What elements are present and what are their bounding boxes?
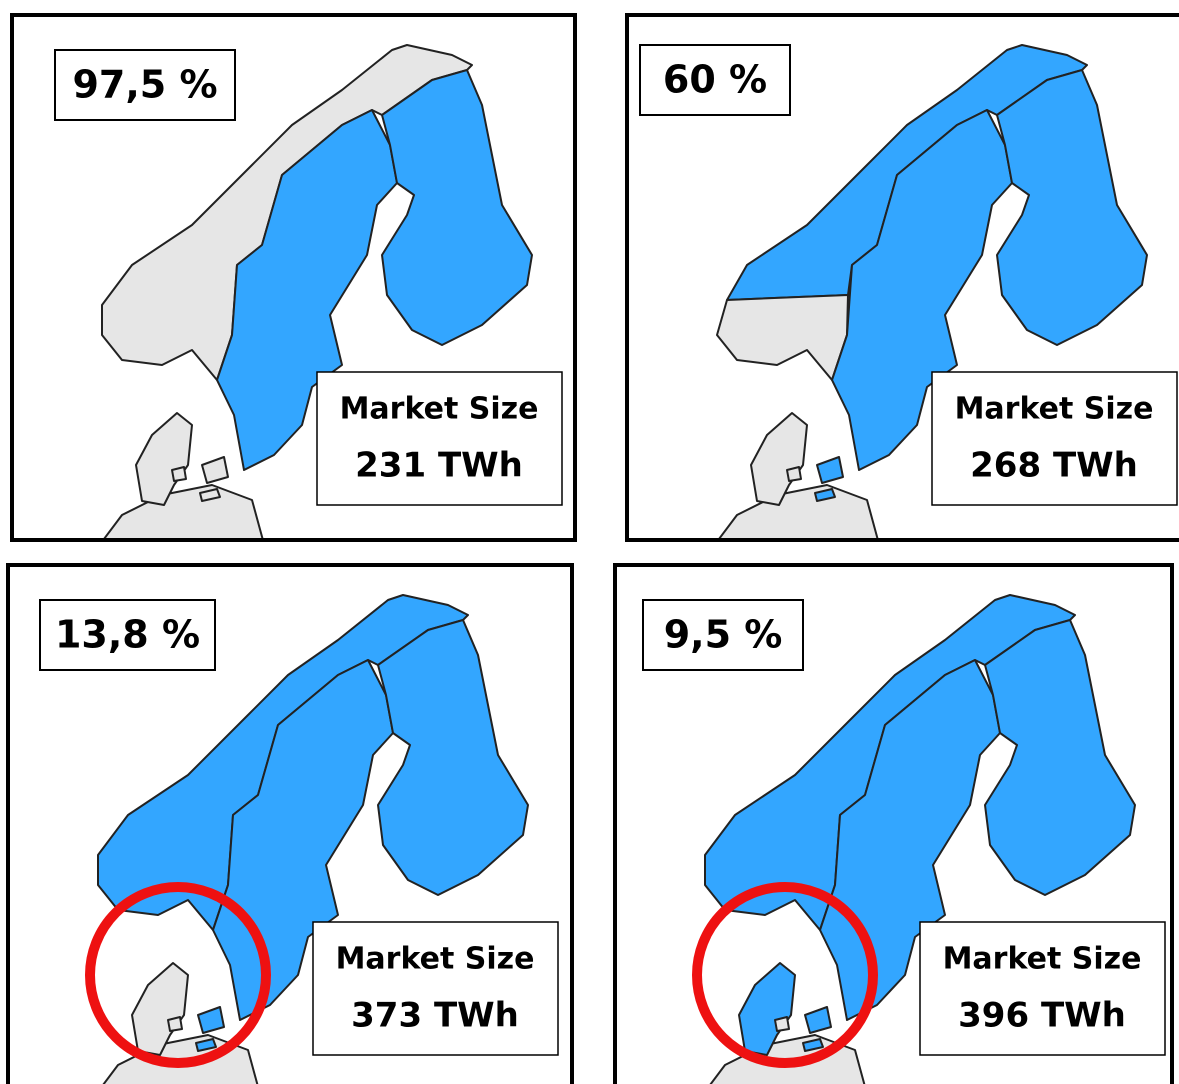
denmark [750, 412, 808, 506]
germany [718, 484, 879, 538]
market-box [316, 371, 563, 506]
denmark [135, 412, 193, 506]
map-panel: 13,8 % Market Size 373 TWh [6, 563, 574, 1084]
percent-label: 9,5 % [664, 613, 783, 657]
island3 [199, 488, 221, 502]
market-box [931, 371, 1178, 506]
finland [377, 619, 529, 896]
map-panel: 97,5 % Market Size 231 TWh [10, 13, 577, 542]
island2 [167, 1016, 183, 1032]
germany [103, 484, 264, 538]
map [716, 44, 1148, 538]
island2 [774, 1016, 790, 1032]
map-panel: 60 % Market Size 268 TWh [625, 13, 1179, 542]
island3 [814, 488, 836, 502]
map [692, 594, 1136, 1084]
island1 [201, 456, 229, 484]
percent-label: 97,5 % [72, 63, 217, 107]
highlight-circle [85, 882, 271, 1068]
island1 [804, 1006, 832, 1034]
percent-box [39, 599, 216, 671]
finland [984, 619, 1136, 896]
market-label: Market Size [943, 942, 1142, 977]
island2 [786, 466, 802, 482]
island2 [171, 466, 187, 482]
market-value: 231 TWh [355, 446, 523, 486]
finland [381, 69, 533, 346]
map [101, 44, 533, 538]
island3 [802, 1038, 824, 1052]
market-value: 396 TWh [958, 996, 1126, 1036]
market-value: 268 TWh [970, 446, 1138, 486]
market-label: Market Size [336, 942, 535, 977]
percent-box [639, 44, 791, 116]
map [85, 594, 529, 1084]
market-label: Market Size [955, 392, 1154, 427]
island1 [197, 1006, 225, 1034]
market-value: 373 TWh [351, 996, 519, 1036]
percent-box [642, 599, 804, 671]
percent-box [54, 49, 236, 121]
island3 [195, 1038, 217, 1052]
denmark [738, 962, 796, 1056]
norwaySouth [716, 294, 849, 381]
market-box [919, 921, 1166, 1056]
market-label: Market Size [340, 392, 539, 427]
market-box [312, 921, 559, 1056]
map-panel: 9,5 % Market Size 396 TWh [613, 563, 1174, 1084]
island1 [816, 456, 844, 484]
percent-label: 60 % [663, 58, 767, 102]
highlight-circle [692, 882, 878, 1068]
finland [996, 69, 1148, 346]
denmark [131, 962, 189, 1056]
percent-label: 13,8 % [55, 613, 200, 657]
